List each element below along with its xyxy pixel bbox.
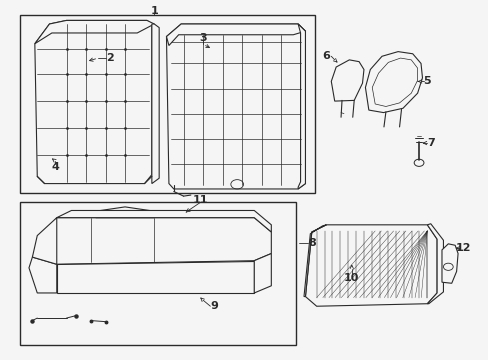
- Text: 6: 6: [322, 51, 330, 61]
- Polygon shape: [152, 24, 159, 184]
- Polygon shape: [298, 24, 305, 189]
- Polygon shape: [57, 261, 254, 293]
- Text: 1: 1: [150, 6, 158, 16]
- Polygon shape: [96, 207, 154, 218]
- Text: 11: 11: [192, 195, 208, 205]
- Polygon shape: [304, 225, 326, 297]
- Polygon shape: [305, 225, 436, 306]
- Text: 7: 7: [426, 138, 434, 148]
- Text: 4: 4: [51, 162, 59, 172]
- Polygon shape: [20, 202, 295, 345]
- Polygon shape: [32, 218, 271, 264]
- Polygon shape: [166, 24, 305, 45]
- Text: 12: 12: [455, 243, 471, 253]
- Text: 3: 3: [199, 33, 206, 43]
- Text: 8: 8: [307, 238, 315, 248]
- Polygon shape: [330, 60, 363, 101]
- Polygon shape: [365, 51, 422, 113]
- Polygon shape: [32, 218, 57, 264]
- Polygon shape: [441, 244, 457, 283]
- Text: 9: 9: [210, 301, 218, 311]
- Text: 2: 2: [106, 53, 114, 63]
- Text: 5: 5: [423, 76, 430, 86]
- Polygon shape: [57, 211, 271, 232]
- Polygon shape: [427, 224, 443, 304]
- Polygon shape: [35, 21, 154, 44]
- Polygon shape: [35, 21, 152, 184]
- Text: 10: 10: [344, 273, 359, 283]
- Polygon shape: [254, 253, 271, 293]
- Polygon shape: [166, 24, 305, 189]
- Polygon shape: [20, 15, 315, 193]
- Polygon shape: [29, 257, 57, 293]
